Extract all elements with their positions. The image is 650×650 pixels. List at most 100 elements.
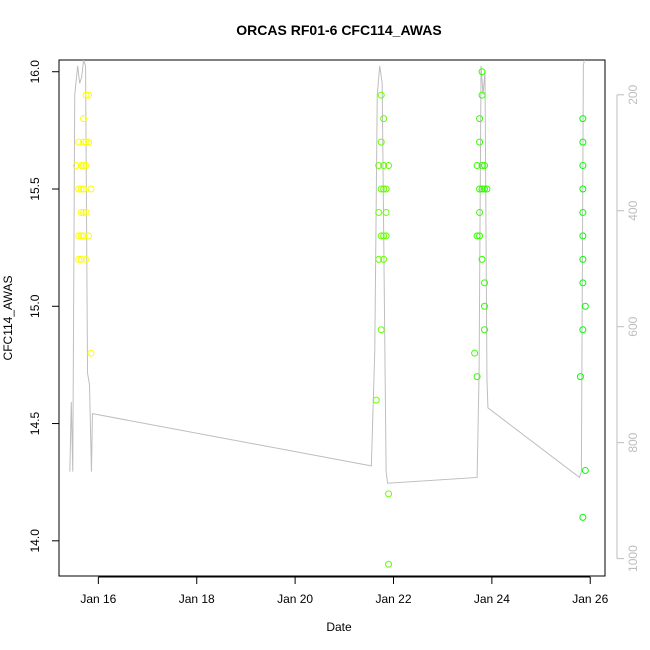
data-point [77,162,85,170]
data-point [82,255,90,263]
y-tick-label: 15.5 [28,177,42,201]
data-point [87,349,95,357]
data-point [581,302,589,310]
data-point [375,208,383,216]
data-point [478,185,486,193]
data-point [80,185,88,193]
data-point [483,185,491,193]
x-tick-label: Jan 16 [80,592,116,606]
data-point [385,162,393,170]
data-point [377,326,385,334]
right-tick-label: 800 [626,432,640,452]
data-point [75,138,83,146]
y-tick-label: 14.0 [28,529,42,553]
data-point [478,162,486,170]
data-point [579,279,587,287]
chart-title: ORCAS RF01-6 CFC114_AWAS [236,22,441,38]
data-point [480,162,488,170]
data-point [476,185,484,193]
data-point [380,232,388,240]
data-point [375,162,383,170]
data-point [75,185,83,193]
x-tick-label: Jan 20 [277,592,313,606]
data-point [380,255,388,263]
data-point [380,115,388,123]
data-point [80,208,88,216]
data-point [473,232,481,240]
data-point [473,162,481,170]
data-point [385,560,393,568]
y-tick-label: 14.5 [28,412,42,436]
data-point [471,349,479,357]
data-point [85,138,93,146]
data-point [87,185,95,193]
data-point [480,326,488,334]
plot-area-frame [58,59,606,577]
data-point [581,466,589,474]
data-point [80,162,88,170]
data-point [377,138,385,146]
x-tick-label: Jan 18 [179,592,215,606]
data-point [478,91,486,99]
data-point [579,255,587,263]
data-point [476,115,484,123]
right-tick-label: 600 [626,316,640,336]
data-point [377,232,385,240]
data-point [377,91,385,99]
data-point [75,255,83,263]
data-point [80,138,88,146]
x-tick-label: Jan 24 [474,592,510,606]
data-point [382,232,390,240]
data-point [480,185,488,193]
data-point [476,232,484,240]
data-point [579,115,587,123]
y-tick-label: 16.0 [28,60,42,84]
data-point [579,326,587,334]
data-point [77,208,85,216]
data-point [377,185,385,193]
data-point [85,232,93,240]
data-point [82,91,90,99]
data-point [75,232,83,240]
data-point [385,490,393,498]
data-point [473,373,481,381]
data-point [478,68,486,76]
data-point [579,138,587,146]
data-point [478,255,486,263]
data-point [80,115,88,123]
right-tick-label: 200 [626,84,640,104]
data-point [72,162,80,170]
data-point [77,185,85,193]
data-point [380,162,388,170]
y-tick-label: 15.0 [28,294,42,318]
data-point [579,232,587,240]
data-point [382,185,390,193]
data-point [372,396,380,404]
right-tick-label: 1000 [626,545,640,572]
data-point [480,302,488,310]
data-point [576,373,584,381]
data-point [375,255,383,263]
data-point [85,91,93,99]
data-point [77,232,85,240]
right-tick-label: 400 [626,200,640,220]
data-point [380,185,388,193]
data-point [82,138,90,146]
data-point [579,162,587,170]
data-point [80,232,88,240]
x-axis-label: Date [326,620,352,634]
data-point [82,208,90,216]
data-point [480,279,488,287]
data-point [579,185,587,193]
x-tick-label: Jan 22 [375,592,411,606]
y-axis-label: CFC114_AWAS [1,276,15,361]
data-point [82,162,90,170]
data-point [579,513,587,521]
x-tick-label: Jan 26 [572,592,608,606]
altitude-trace-line [69,59,585,484]
data-point [476,138,484,146]
data-point [382,208,390,216]
data-point [476,208,484,216]
